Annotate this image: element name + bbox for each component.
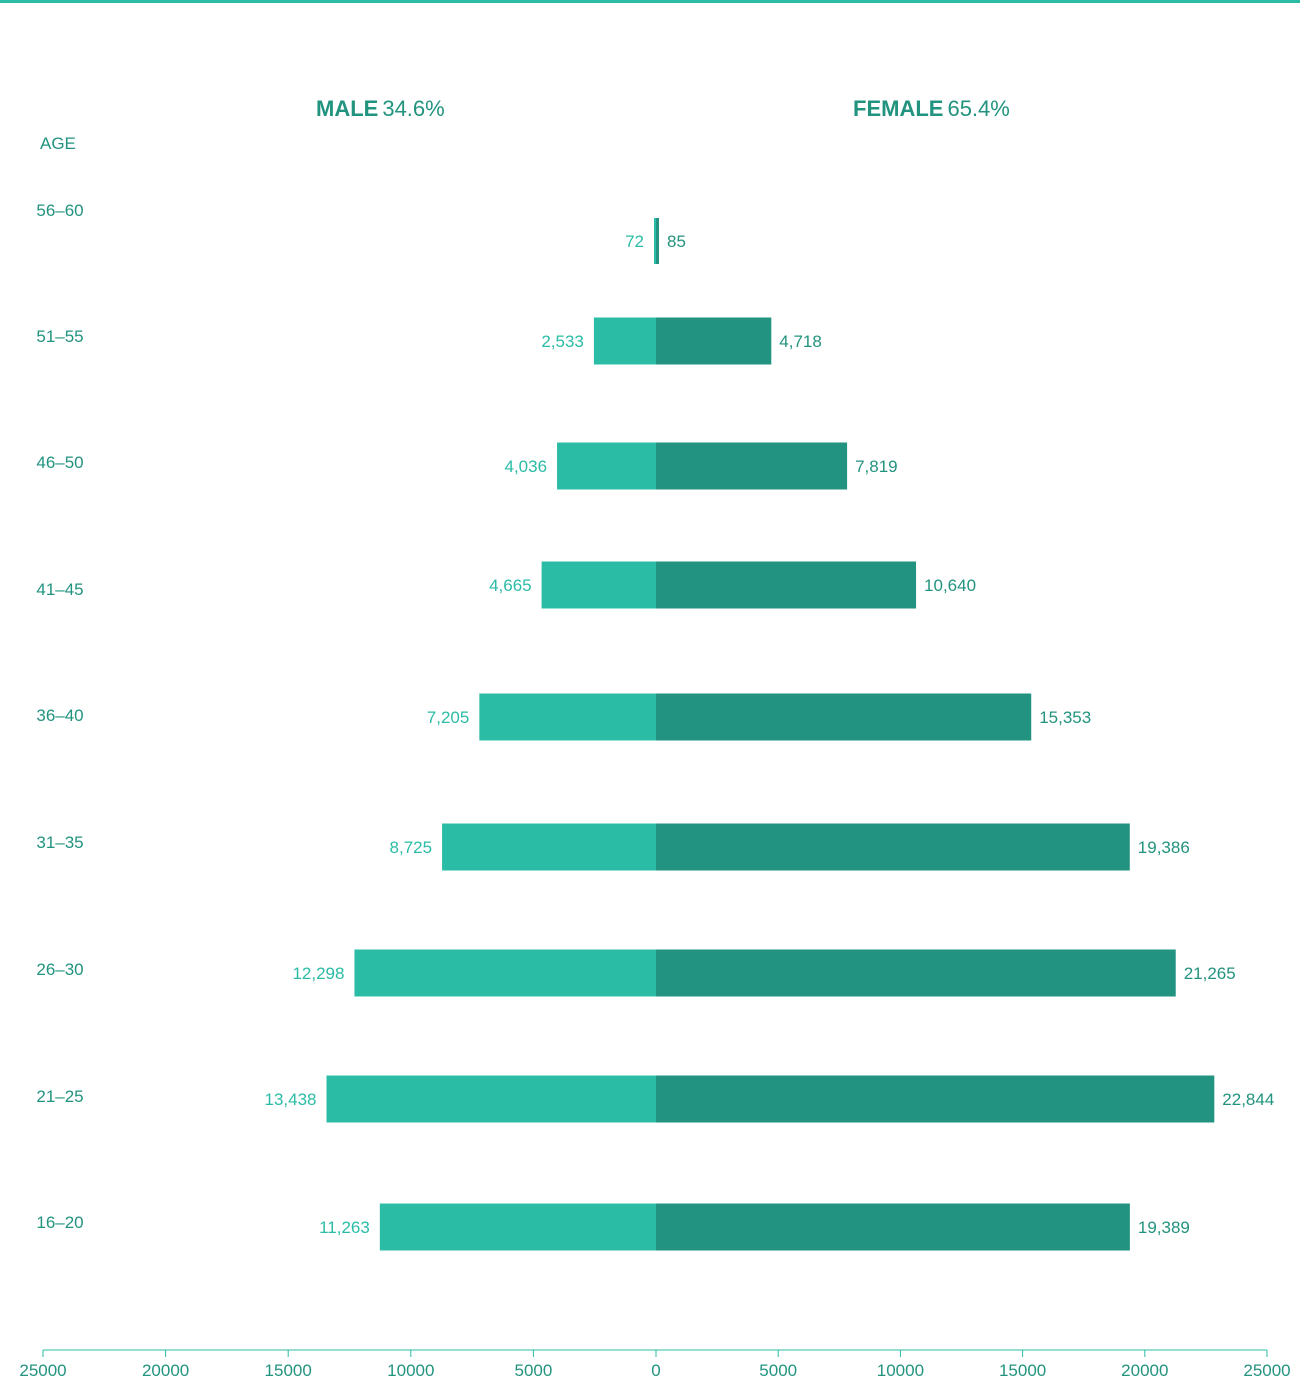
female-value-label: 10,640 xyxy=(924,576,976,595)
female-value-label: 19,389 xyxy=(1138,1218,1190,1237)
male-bar xyxy=(354,949,656,997)
age-group-label: 36–40 xyxy=(36,706,83,725)
age-group-label: 51–55 xyxy=(36,327,83,346)
female-bar xyxy=(656,561,917,609)
female-value-label: 7,819 xyxy=(855,457,898,476)
male-value-label: 8,725 xyxy=(390,838,433,857)
female-value-label: 15,353 xyxy=(1039,708,1091,727)
female-bar xyxy=(656,1075,1215,1123)
x-axis-tick-label: 20000 xyxy=(142,1361,189,1380)
age-group-label: 56–60 xyxy=(36,201,83,220)
female-value-label: 85 xyxy=(667,232,686,251)
male-bar xyxy=(541,561,656,609)
male-value-label: 4,036 xyxy=(504,457,547,476)
female-header: FEMALE 65.4% xyxy=(853,96,1010,122)
x-axis-tick-label: 25000 xyxy=(19,1361,66,1380)
male-bar xyxy=(379,1203,656,1251)
male-bar xyxy=(654,218,656,264)
female-label: FEMALE xyxy=(853,96,944,121)
female-bar xyxy=(656,949,1176,997)
female-value-label: 21,265 xyxy=(1184,964,1236,983)
male-value-label: 72 xyxy=(625,232,644,251)
x-axis-tick-label: 25000 xyxy=(1243,1361,1290,1380)
x-axis-tick-label: 20000 xyxy=(1121,1361,1168,1380)
male-label: MALE xyxy=(316,96,379,121)
x-axis-tick-label: 15000 xyxy=(999,1361,1046,1380)
top-rule xyxy=(0,0,1300,3)
x-axis-tick-label: 0 xyxy=(651,1361,660,1380)
female-bar xyxy=(656,442,848,490)
age-group-label: 21–25 xyxy=(36,1087,83,1106)
male-value-label: 4,665 xyxy=(489,576,532,595)
male-value-label: 7,205 xyxy=(427,708,470,727)
age-group-label: 41–45 xyxy=(36,580,83,599)
x-axis-tick-label: 10000 xyxy=(387,1361,434,1380)
female-bar xyxy=(656,218,659,264)
female-bar xyxy=(656,693,1032,741)
male-bar xyxy=(557,442,656,490)
female-bar xyxy=(656,1203,1130,1251)
x-axis-tick-label: 15000 xyxy=(265,1361,312,1380)
male-value-label: 13,438 xyxy=(265,1090,317,1109)
male-value-label: 2,533 xyxy=(541,332,584,351)
age-group-label: 26–30 xyxy=(36,960,83,979)
age-group-label: 16–20 xyxy=(36,1213,83,1232)
male-bar xyxy=(326,1075,656,1123)
x-axis-tick-label: 5000 xyxy=(514,1361,552,1380)
male-bar xyxy=(593,317,656,365)
female-value-label: 22,844 xyxy=(1222,1090,1274,1109)
female-value-label: 19,386 xyxy=(1138,838,1190,857)
female-value-label: 4,718 xyxy=(779,332,822,351)
male-header: MALE 34.6% xyxy=(316,96,445,122)
x-axis-tick-label: 5000 xyxy=(759,1361,797,1380)
female-bar xyxy=(656,317,772,365)
male-value-label: 11,263 xyxy=(319,1218,370,1237)
male-bar xyxy=(442,823,656,871)
male-value-label: 12,298 xyxy=(292,964,344,983)
female-bar xyxy=(656,823,1130,871)
x-axis-tick-label: 10000 xyxy=(877,1361,924,1380)
male-bar xyxy=(479,693,656,741)
age-group-label: 31–35 xyxy=(36,833,83,852)
age-group-label: 46–50 xyxy=(36,453,83,472)
female-percentage: 65.4% xyxy=(947,96,1010,121)
male-percentage: 34.6% xyxy=(382,96,445,121)
age-axis-title: AGE xyxy=(40,134,76,153)
